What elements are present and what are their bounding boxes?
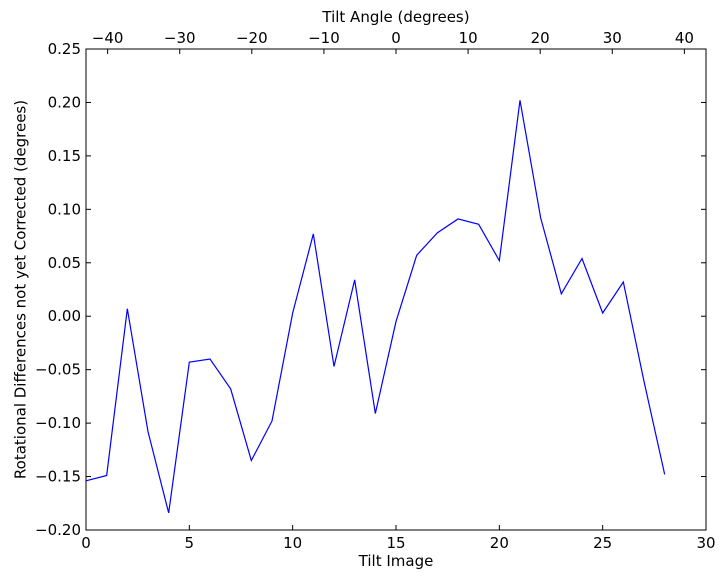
y-tick-label: −0.10 [35,414,81,432]
x2-tick-label: −20 [236,29,268,47]
x-axis-title: Tilt Image [358,552,434,570]
x-tick-label: 10 [283,534,302,552]
x2-tick-label: 30 [603,29,622,47]
x2-tick-label: 20 [531,29,550,47]
y-tick-label: 0.15 [48,147,81,165]
x-tick-label: 0 [81,534,91,552]
x2-tick-label: −40 [92,29,124,47]
x-tick-label: 5 [185,534,195,552]
x2-tick-label: 0 [391,29,401,47]
y-tick-label: 0.00 [48,307,81,325]
x-tick-label: 15 [386,534,405,552]
data-series-line [85,100,666,514]
plot-layer [85,100,666,514]
x2-tick-label: 10 [459,29,478,47]
y-tick-label: 0.10 [48,200,81,218]
x2-tick-label: 40 [675,29,694,47]
y-tick-label: −0.20 [35,521,81,539]
y-tick-label: 0.05 [48,254,81,272]
y-tick-label: 0.20 [48,93,81,111]
y-tick-label: −0.15 [35,468,81,486]
ticks-layer: 0 5 10 15 20 25 30 −40 −30 −20 −10 0 10 20 30 40 −0.20 −0… [35,29,716,552]
y-axis-title: Rotational Differences not yet Corrected… [12,100,30,479]
y-tick-label: −0.05 [35,361,81,379]
x2-tick-label: −30 [164,29,196,47]
x-tick-label: 25 [593,534,612,552]
x2-tick-label: −10 [308,29,340,47]
x-tick-label: 20 [490,534,509,552]
top-x-axis-title: Tilt Angle (degrees) [321,8,469,26]
y-tick-label: 0.25 [48,40,81,58]
x-tick-label: 30 [696,534,715,552]
